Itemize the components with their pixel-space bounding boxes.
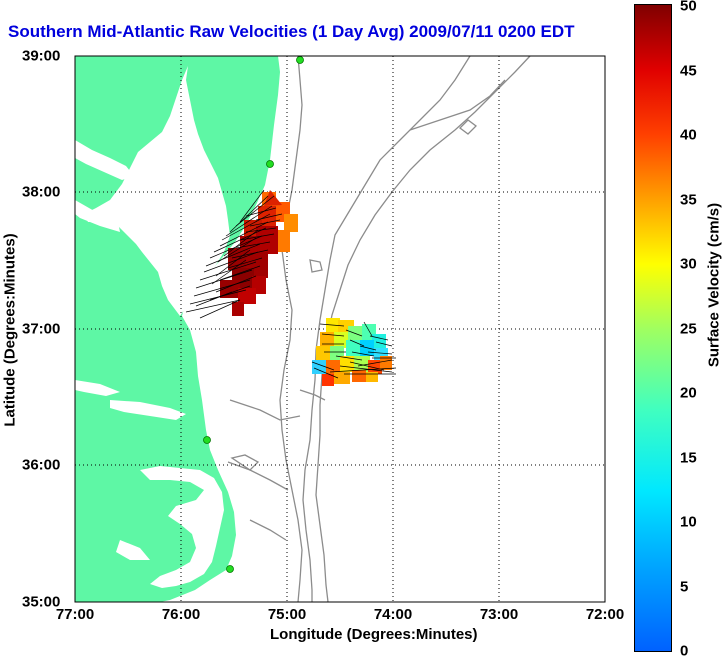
colorbar-tick: 30: [680, 255, 697, 273]
velocity-arrows-north: [185, 189, 283, 319]
station-markers: [203, 56, 304, 573]
map-title: Southern Mid-Atlantic Raw Velocities (1 …: [8, 22, 575, 41]
colorbar-tick: 40: [680, 126, 697, 144]
colorbar-tick: 35: [680, 191, 697, 209]
bay-water: [84, 66, 230, 316]
colorbar-tick: 15: [680, 449, 697, 467]
velocity-arrows-south: [311, 321, 397, 379]
colorbar-tick: 5: [680, 578, 689, 596]
colorbar-tick: 45: [680, 62, 697, 80]
x-axis-label: Longitude (Degrees:Minutes): [270, 626, 478, 643]
x-tick: 74:00: [373, 606, 413, 623]
x-tick: 73:00: [479, 606, 519, 623]
colorbar: [634, 4, 672, 652]
colorbar-tick: 0: [680, 642, 689, 660]
y-tick: 39:00: [22, 47, 61, 65]
x-tick: 75:00: [267, 606, 307, 623]
colorbar-tick: 25: [680, 320, 697, 338]
colorbar-tick: 20: [680, 384, 697, 402]
y-tick: 36:00: [22, 456, 61, 474]
colorbar-tick: 50: [680, 0, 697, 15]
x-tick: 77:00: [55, 606, 95, 623]
y-tick: 35:00: [22, 593, 61, 611]
y-tick: 38:00: [22, 183, 61, 201]
bathymetry-contours: [227, 55, 531, 603]
x-tick: 72:00: [585, 606, 625, 623]
x-tick: 76:00: [161, 606, 201, 623]
sound-water: [140, 466, 224, 588]
y-tick: 37:00: [22, 320, 61, 338]
colorbar-tick: 10: [680, 513, 697, 531]
